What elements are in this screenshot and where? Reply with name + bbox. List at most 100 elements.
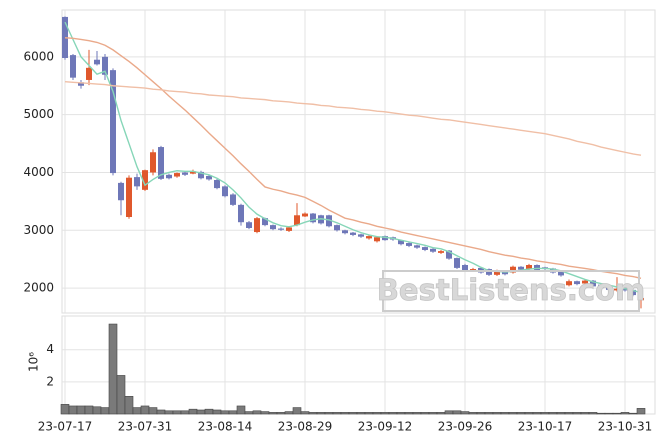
moving-average-line <box>64 21 642 294</box>
candle-body <box>446 250 452 259</box>
volume-bar <box>388 412 398 415</box>
watermark-box <box>382 270 640 312</box>
volume-bar <box>580 412 590 415</box>
volume-bar <box>148 407 158 415</box>
volume-bar <box>532 412 542 415</box>
volume-bar <box>396 412 406 415</box>
candle-body <box>518 266 524 270</box>
candle-body <box>246 222 252 228</box>
volume-bar <box>620 412 630 415</box>
volume-bar <box>316 412 326 415</box>
volume-bar <box>116 375 126 415</box>
candle-body <box>534 265 540 271</box>
y-tick-label: 3000 <box>23 223 54 237</box>
volume-bar <box>276 412 286 415</box>
volume-bar <box>308 412 318 415</box>
volume-bar <box>604 412 614 415</box>
volume-bar <box>212 409 222 415</box>
x-tick-label: 23-10-31 <box>598 420 652 434</box>
volume-bar <box>444 410 454 415</box>
candle-body <box>462 265 468 271</box>
volume-bar <box>572 412 582 415</box>
candle-body <box>526 265 532 270</box>
candle-body <box>150 152 156 173</box>
candle-body <box>414 245 420 248</box>
volume-bar <box>196 409 206 415</box>
candle-body <box>374 237 380 242</box>
candle-body <box>62 16 68 58</box>
volume-bar <box>356 412 366 415</box>
candle-body <box>222 186 228 197</box>
volume-bar <box>204 408 214 415</box>
volume-bar <box>300 411 310 415</box>
volume-bar <box>340 412 350 415</box>
candle-body <box>366 236 372 239</box>
volume-bar <box>348 412 358 415</box>
x-tick-label: 23-09-12 <box>358 420 412 434</box>
x-tick-label: 23-08-29 <box>278 420 332 434</box>
volume-bar <box>508 412 518 415</box>
candle-body <box>438 251 444 253</box>
x-tick-label: 23-09-26 <box>438 420 492 434</box>
volume-tick-label: 2 <box>46 374 54 388</box>
volume-bar <box>164 410 174 415</box>
candle-body <box>574 281 580 285</box>
watermark: BestListens.com <box>377 273 645 307</box>
volume-bar <box>236 405 246 415</box>
candle-body <box>278 228 284 230</box>
candle-body <box>286 227 292 231</box>
candle-body <box>614 288 620 291</box>
volume-bar <box>588 412 598 415</box>
candle-body <box>142 170 148 190</box>
candle-body <box>262 218 268 226</box>
candle-body <box>86 67 92 80</box>
volume-bar <box>180 410 190 415</box>
grid <box>62 10 655 414</box>
x-tick-label: 23-07-17 <box>38 420 92 434</box>
volume-bar <box>596 412 606 415</box>
y-tick-label: 4000 <box>23 165 54 179</box>
volume-bar <box>492 412 502 415</box>
candle-body <box>254 218 260 233</box>
volume-bar <box>564 412 574 415</box>
volume-bar <box>556 412 566 415</box>
candle-body <box>382 236 388 241</box>
candle-body <box>342 230 348 234</box>
volume-bar <box>252 410 262 415</box>
volume-bar <box>132 407 142 415</box>
volume-bar <box>476 412 486 415</box>
volume-bar <box>124 396 134 415</box>
volume-tick-label: 4 <box>46 342 54 356</box>
candle-body <box>422 247 428 250</box>
x-tick-label: 23-10-17 <box>518 420 572 434</box>
candle-body <box>102 56 108 75</box>
candle-body <box>470 269 476 271</box>
volume-bar <box>612 412 622 415</box>
candle-body <box>110 70 116 174</box>
volume-bar <box>428 412 438 415</box>
candle-body <box>494 270 500 275</box>
candle-body <box>326 215 332 227</box>
candle-body <box>334 225 340 231</box>
volume-bar <box>372 412 382 415</box>
candle-body <box>454 258 460 268</box>
candle-body <box>590 280 596 287</box>
volume-panel <box>61 315 656 415</box>
candle-body <box>510 266 516 273</box>
candle-body <box>70 55 76 78</box>
moving-average-line <box>64 81 642 156</box>
volume-bar <box>548 412 558 415</box>
volume-bar <box>260 411 270 415</box>
volume-bar <box>244 411 254 415</box>
y-tick-label: 5000 <box>23 107 54 121</box>
candle-body <box>606 287 612 290</box>
volume-bar <box>404 412 414 415</box>
volume-bar <box>268 412 278 415</box>
volume-bar <box>628 412 638 415</box>
y-tick-label: 6000 <box>23 49 54 63</box>
candle-body <box>206 175 212 180</box>
candle-body <box>430 248 436 252</box>
candle-body <box>214 180 220 189</box>
candle-body <box>78 82 84 86</box>
